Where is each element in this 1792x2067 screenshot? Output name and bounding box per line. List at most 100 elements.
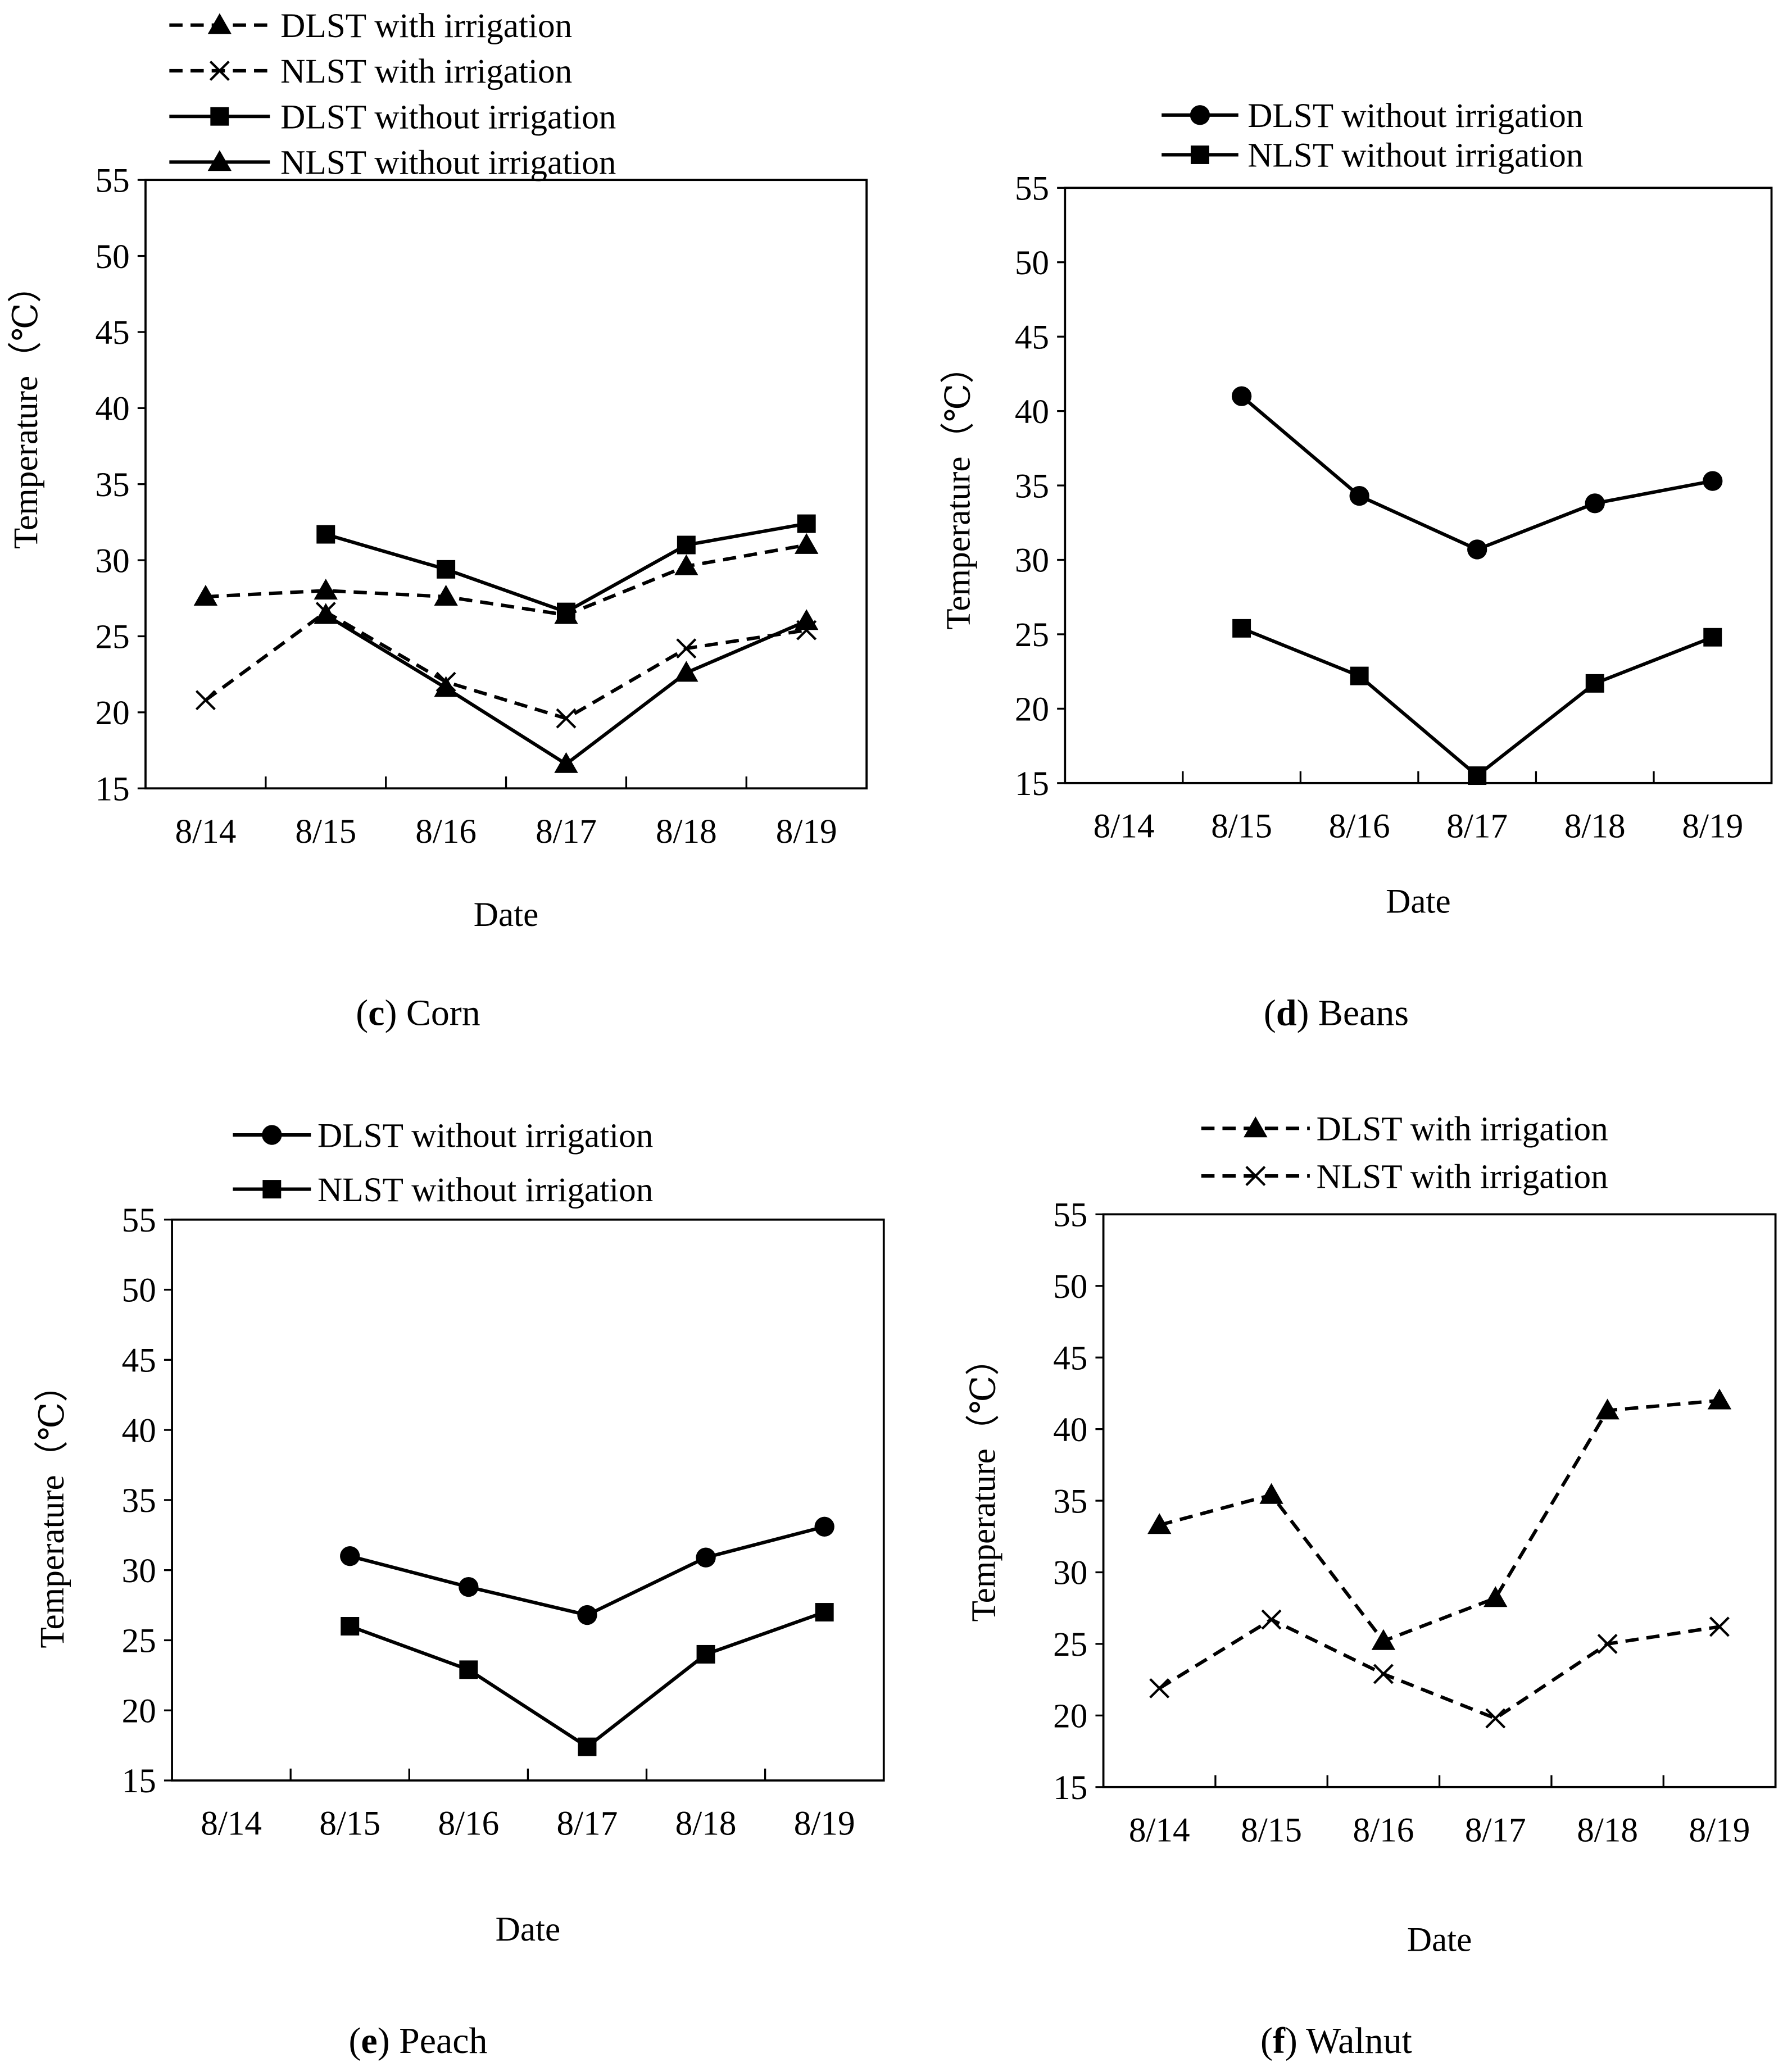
legend-label: NLST without irrigation: [1247, 137, 1583, 175]
y-axis-label: Temperature（℃）: [33, 1368, 71, 1648]
legend-marker: [1244, 1116, 1268, 1138]
data-point: [1483, 1586, 1508, 1607]
data-point: [795, 533, 819, 554]
series-line: [1241, 626, 1713, 778]
legend-label: DLST with irrigation: [1317, 1110, 1608, 1148]
y-axis-label: Temperature（℃）: [940, 349, 978, 630]
data-point: [674, 661, 698, 682]
data-point: [1703, 628, 1722, 647]
y-tick-label: 40: [122, 1411, 156, 1450]
data-point: [814, 1516, 834, 1537]
y-tick-label: 20: [1053, 1697, 1087, 1736]
series-3: [314, 603, 819, 773]
x-tick-label: 8/14: [201, 1805, 262, 1843]
legend-marker: [1245, 1166, 1266, 1187]
y-tick-label: 50: [96, 238, 130, 276]
data-point: [556, 708, 577, 729]
plot-frame: [144, 179, 868, 790]
y-tick-label: 40: [1053, 1411, 1087, 1449]
x-tick-label: 8/14: [1094, 807, 1155, 845]
x-tick-label: 8/18: [1577, 1811, 1638, 1849]
y-tick-label: 40: [96, 390, 130, 428]
data-point: [314, 603, 338, 624]
x-tick-label: 8/15: [1211, 807, 1272, 845]
y-tick-label: 45: [1053, 1339, 1087, 1377]
y-tick-label: 55: [122, 1201, 156, 1239]
x-tick-label: 8/16: [438, 1805, 499, 1843]
y-tick-label: 20: [1015, 690, 1049, 729]
plot-frame: [1064, 187, 1773, 784]
panel-caption: (d) Beans: [1264, 993, 1409, 1034]
chart-panel-f: 15 20 25 30 35 40 45 50 55 8/14 8/15 8/16 8/17 8/18 8/…: [964, 1110, 1777, 2061]
y-tick-label: 55: [96, 161, 130, 199]
x-tick-label: 8/16: [1353, 1811, 1414, 1849]
x-tick-label: 8/17: [557, 1805, 618, 1843]
data-point: [459, 1660, 478, 1679]
data-point: [316, 525, 335, 544]
series-2: [316, 514, 816, 621]
y-tick-label: 50: [1053, 1268, 1087, 1306]
panel-caption: (e) Peach: [348, 2020, 487, 2061]
data-point: [314, 579, 338, 600]
data-point: [1703, 471, 1723, 491]
x-tick-label: 8/17: [1446, 807, 1508, 845]
legend-marker: [1190, 105, 1210, 125]
chart-panel-c: 15 20 25 30 35 40 45 50 55 8/14 8/15 8/16 8/17 8/18 8/…: [7, 7, 868, 1034]
y-tick-label: 40: [1015, 393, 1049, 431]
y-tick-label: 20: [122, 1692, 156, 1730]
panel-caption: (c) Corn: [356, 993, 480, 1034]
chart-panel-d: 15 20 25 30 35 40 45 50 55 8/14 8/15 8/16 8/17 8/18 8/…: [940, 97, 1773, 1034]
data-point: [1485, 1708, 1506, 1729]
legend-label: DLST with irrigation: [280, 7, 572, 45]
data-point: [797, 514, 816, 533]
data-point: [1261, 1609, 1282, 1630]
x-tick-label: 8/15: [295, 812, 356, 851]
x-axis-label: Date: [474, 896, 539, 934]
series-line: [325, 613, 807, 766]
x-tick-label: 8/17: [1465, 1811, 1526, 1849]
data-point: [578, 1737, 597, 1756]
legend: DLST with irrigation NLST with irrigation…: [169, 7, 616, 182]
y-tick-label: 15: [122, 1762, 156, 1800]
y-tick-label: 25: [122, 1622, 156, 1660]
data-point: [795, 609, 819, 630]
x-tick-label: 8/19: [1682, 807, 1743, 845]
legend: DLST without irrigation NLST without irri…: [233, 1116, 653, 1209]
y-tick-label: 25: [1015, 616, 1049, 654]
legend-marker: [1190, 145, 1209, 164]
y-tick-label: 25: [96, 618, 130, 656]
x-tick-label: 8/15: [1241, 1811, 1302, 1849]
x-tick-label: 8/17: [536, 812, 597, 851]
legend-marker: [262, 1180, 282, 1199]
x-tick-label: 8/18: [656, 812, 717, 851]
data-point: [676, 638, 697, 659]
data-point: [340, 1546, 360, 1566]
plot-frame: [1102, 1213, 1777, 1788]
y-tick-label: 50: [1015, 244, 1049, 282]
data-point: [1371, 1629, 1396, 1650]
legend-label: NLST with irrigation: [1317, 1157, 1608, 1196]
y-tick-label: 30: [122, 1552, 156, 1590]
y-tick-label: 35: [1053, 1482, 1087, 1520]
data-point: [1232, 619, 1251, 638]
data-point: [1149, 1678, 1170, 1698]
x-tick-label: 8/16: [1329, 807, 1390, 845]
series-line: [1240, 394, 1713, 552]
y-tick-label: 45: [96, 314, 130, 352]
y-tick-label: 35: [96, 466, 130, 504]
series-1: [195, 602, 817, 729]
y-tick-label: 25: [1053, 1625, 1087, 1664]
data-point: [434, 584, 458, 606]
y-tick-label: 45: [1015, 318, 1049, 356]
series-0: [1231, 386, 1723, 560]
x-axis-label: Date: [1386, 883, 1451, 921]
series-line: [325, 522, 807, 614]
data-point: [341, 1617, 360, 1636]
x-tick-label: 8/19: [776, 812, 837, 851]
legend-marker: [207, 150, 232, 171]
legend-marker: [209, 60, 230, 81]
legend-marker: [262, 1125, 282, 1145]
series-line: [1159, 1398, 1720, 1643]
series-line: [205, 543, 807, 617]
